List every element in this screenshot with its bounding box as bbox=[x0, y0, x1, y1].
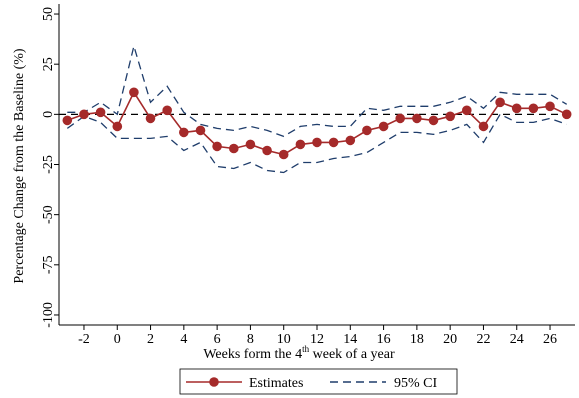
legend-ci-label: 95% CI bbox=[394, 376, 438, 391]
x-tick-label: 26 bbox=[543, 332, 557, 347]
y-axis-ticks: 50 25 0 -25 -50 -75 -100 bbox=[41, 7, 59, 328]
x-tick-label: 10 bbox=[277, 332, 291, 347]
estimates-series bbox=[62, 87, 572, 160]
estimate-point bbox=[312, 137, 322, 148]
legend: Estimates 95% CI bbox=[179, 368, 458, 395]
estimate-point bbox=[179, 127, 189, 138]
estimate-point bbox=[345, 135, 356, 146]
confidence-interval-lines bbox=[66, 43, 568, 174]
estimate-point bbox=[95, 107, 106, 118]
x-tick-label: 0 bbox=[114, 332, 121, 347]
x-tick-label: 16 bbox=[377, 332, 391, 347]
y-tick-label: -100 bbox=[41, 302, 56, 328]
estimate-point bbox=[511, 103, 522, 114]
estimate-point bbox=[428, 115, 439, 126]
estimate-point bbox=[278, 149, 289, 160]
estimate-point bbox=[462, 105, 472, 116]
estimate-point bbox=[62, 115, 73, 126]
estimate-point bbox=[162, 105, 172, 116]
estimate-point bbox=[295, 139, 306, 150]
estimate-point bbox=[129, 87, 139, 98]
y-axis-label: Percentage Change from the Baseline (%) bbox=[12, 48, 27, 284]
legend-estimates-label: Estimates bbox=[249, 376, 303, 391]
estimate-point bbox=[79, 109, 89, 120]
y-tick-label: -25 bbox=[41, 155, 56, 174]
y-tick-label: 25 bbox=[41, 57, 56, 71]
x-tick-label: 18 bbox=[410, 332, 424, 347]
estimate-point bbox=[545, 101, 555, 112]
y-tick-label: 0 bbox=[41, 111, 56, 118]
estimate-point bbox=[195, 125, 206, 136]
estimate-point bbox=[445, 111, 456, 122]
estimate-point bbox=[412, 113, 422, 124]
estimate-point bbox=[478, 121, 489, 132]
x-tick-label: 6 bbox=[214, 332, 221, 347]
x-tick-label: -2 bbox=[78, 332, 90, 347]
estimate-point bbox=[229, 143, 239, 154]
x-tick-label: 20 bbox=[443, 332, 457, 347]
x-tick-label: 14 bbox=[343, 332, 357, 347]
x-tick-label: 22 bbox=[476, 332, 490, 347]
estimate-point bbox=[328, 137, 339, 148]
estimate-point bbox=[495, 97, 505, 108]
estimate-point bbox=[212, 141, 222, 152]
x-tick-label: 4 bbox=[180, 332, 187, 347]
y-tick-label: -50 bbox=[41, 205, 56, 224]
estimate-point bbox=[528, 103, 539, 114]
x-tick-label: 24 bbox=[510, 332, 524, 347]
estimate-point bbox=[362, 125, 372, 136]
estimate-point bbox=[378, 121, 389, 132]
x-tick-label: 12 bbox=[310, 332, 324, 347]
y-tick-label: -75 bbox=[41, 255, 56, 274]
x-axis-label-superscript: th bbox=[302, 344, 310, 354]
estimate-point bbox=[395, 113, 406, 124]
x-axis-label-main: Weeks form the 4 bbox=[203, 347, 302, 362]
x-axis-label-suffix: week of a year bbox=[309, 347, 395, 362]
x-tick-label: 8 bbox=[247, 332, 254, 347]
estimate-point bbox=[245, 139, 256, 150]
x-axis-label: Weeks form the 4th week of a year bbox=[203, 344, 395, 362]
ci-lower-line bbox=[66, 113, 567, 174]
estimate-point bbox=[262, 145, 272, 156]
estimate-point bbox=[561, 109, 572, 120]
x-axis-ticks: -2 0 2 4 6 8 10 12 14 16 18 20 22 24 26 bbox=[78, 325, 557, 347]
estimate-point bbox=[112, 121, 123, 132]
y-tick-label: 50 bbox=[41, 7, 56, 21]
ci-upper-line bbox=[67, 43, 568, 138]
legend-estimates-marker bbox=[209, 377, 219, 387]
x-tick-label: 2 bbox=[147, 332, 154, 347]
estimate-point bbox=[145, 113, 156, 124]
